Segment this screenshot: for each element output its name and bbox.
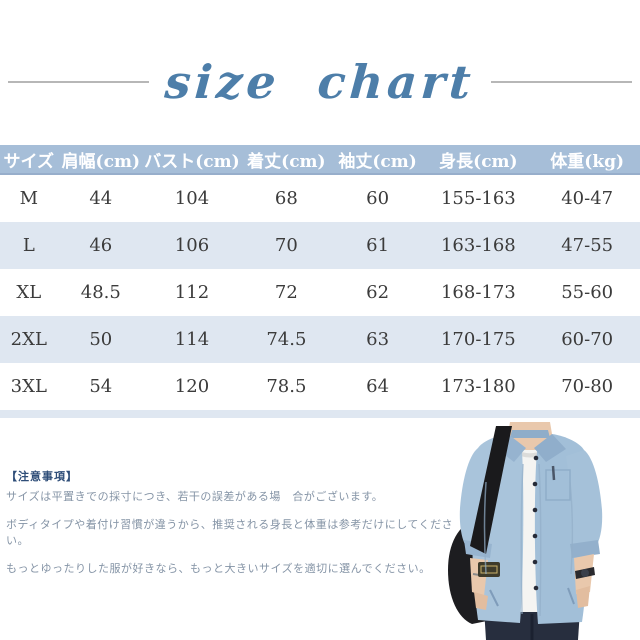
value-cell: 44 bbox=[89, 188, 113, 209]
value-cell: 61 bbox=[366, 235, 390, 256]
header-cell-size: サイズ bbox=[0, 145, 58, 175]
title-divider-left bbox=[8, 81, 150, 83]
collar-back bbox=[510, 430, 550, 438]
table-row: L 46 106 70 61 163-168 47-55 bbox=[0, 222, 640, 269]
value-cell: 64 bbox=[366, 376, 390, 397]
value-cell: 68 bbox=[274, 188, 298, 209]
note-line-1: サイズは平置きでの採寸につき、若干の誤差がある場 合がございます。 bbox=[6, 490, 384, 503]
header-cell-weight: 体重(kg) bbox=[534, 145, 640, 175]
right-hand bbox=[576, 586, 590, 608]
watch-face bbox=[581, 569, 589, 577]
table-header-row: サイズ 肩幅(cm) バスト(cm) 着丈(cm) 袖丈(cm) 身長(cm) … bbox=[0, 145, 640, 175]
value-cell: 173-180 bbox=[440, 376, 516, 397]
value-cell: 155-163 bbox=[440, 188, 516, 209]
header-cell-shoulder: 肩幅(cm) bbox=[57, 145, 144, 175]
value-cell: 63 bbox=[366, 329, 390, 350]
header-cell-length: 着丈(cm) bbox=[239, 145, 333, 175]
value-cell: 112 bbox=[174, 282, 210, 303]
value-cell: 54 bbox=[89, 376, 113, 397]
value-cell: 50 bbox=[89, 329, 113, 350]
value-cell: 106 bbox=[174, 235, 210, 256]
value-cell: 70 bbox=[274, 235, 298, 256]
left-hand bbox=[474, 592, 488, 610]
value-cell: 163-168 bbox=[440, 235, 516, 256]
size-table: サイズ 肩幅(cm) バスト(cm) 着丈(cm) 袖丈(cm) 身長(cm) … bbox=[0, 145, 640, 418]
notes-section: 【注意事項】 サイズは平置きでの採寸につき、若干の誤差がある場 合がございます。… bbox=[6, 468, 476, 576]
value-cell: 120 bbox=[174, 376, 210, 397]
note-line-2: ボディタイプや着付け習慣が違うから、推奨される身長と体重は参考だけにしてください… bbox=[6, 518, 454, 547]
table-row: 2XL 50 114 74.5 63 170-175 60-70 bbox=[0, 316, 640, 363]
value-cell: 114 bbox=[174, 329, 210, 350]
collar-right-lapel bbox=[534, 434, 566, 462]
header-cell-sleeve: 袖丈(cm) bbox=[332, 145, 423, 175]
right-sleeve bbox=[566, 450, 603, 550]
value-cell: 74.5 bbox=[266, 329, 307, 350]
value-cell: 48.5 bbox=[80, 282, 121, 303]
value-cell: 72 bbox=[274, 282, 298, 303]
value-cell: 47-55 bbox=[561, 235, 614, 256]
note-line-3: もっとゆったりした服が好きなら、もっと大きいサイズを適切に選んでください。 bbox=[6, 562, 431, 575]
value-cell: 70-80 bbox=[561, 376, 614, 397]
pocket-tag bbox=[551, 465, 556, 481]
value-cell: 78.5 bbox=[266, 376, 307, 397]
size-label-cell: M bbox=[19, 188, 39, 209]
model-photo-illustration bbox=[448, 422, 603, 640]
notes-heading: 【注意事項】 bbox=[6, 470, 78, 483]
table-row: 3XL 54 120 78.5 64 173-180 70-80 bbox=[0, 363, 640, 410]
value-cell: 104 bbox=[174, 188, 210, 209]
value-cell: 60 bbox=[366, 188, 390, 209]
value-cell: 40-47 bbox=[561, 188, 614, 209]
value-cell: 168-173 bbox=[440, 282, 516, 303]
table-bottom-stripe bbox=[0, 410, 640, 418]
backpack-strap bbox=[470, 426, 512, 554]
shirt-buttons bbox=[532, 455, 539, 591]
value-cell: 55-60 bbox=[561, 282, 614, 303]
fabric-folds bbox=[483, 463, 574, 617]
left-pocket-opening bbox=[489, 589, 499, 607]
product-photo bbox=[420, 422, 640, 640]
title-section: size chart bbox=[0, 44, 640, 120]
page-title: size chart bbox=[163, 55, 477, 109]
table-row: XL 48.5 112 72 62 168-173 55-60 bbox=[0, 269, 640, 316]
header-cell-bust: バスト(cm) bbox=[143, 145, 240, 175]
brand-patch-label bbox=[480, 565, 498, 574]
value-cell: 60-70 bbox=[561, 329, 614, 350]
right-pocket-opening bbox=[567, 587, 575, 605]
title-divider-right bbox=[490, 81, 632, 83]
value-cell: 170-175 bbox=[440, 329, 516, 350]
right-cuff bbox=[570, 540, 600, 558]
value-cell: 62 bbox=[366, 282, 390, 303]
value-cell: 46 bbox=[89, 235, 113, 256]
size-label-cell: 2XL bbox=[10, 329, 47, 350]
header-cell-height: 身長(cm) bbox=[422, 145, 535, 175]
size-label-cell: XL bbox=[16, 282, 42, 303]
size-label-cell: L bbox=[22, 235, 35, 256]
table-row: M 44 104 68 60 155-163 40-47 bbox=[0, 174, 640, 222]
size-label-cell: 3XL bbox=[10, 376, 47, 397]
